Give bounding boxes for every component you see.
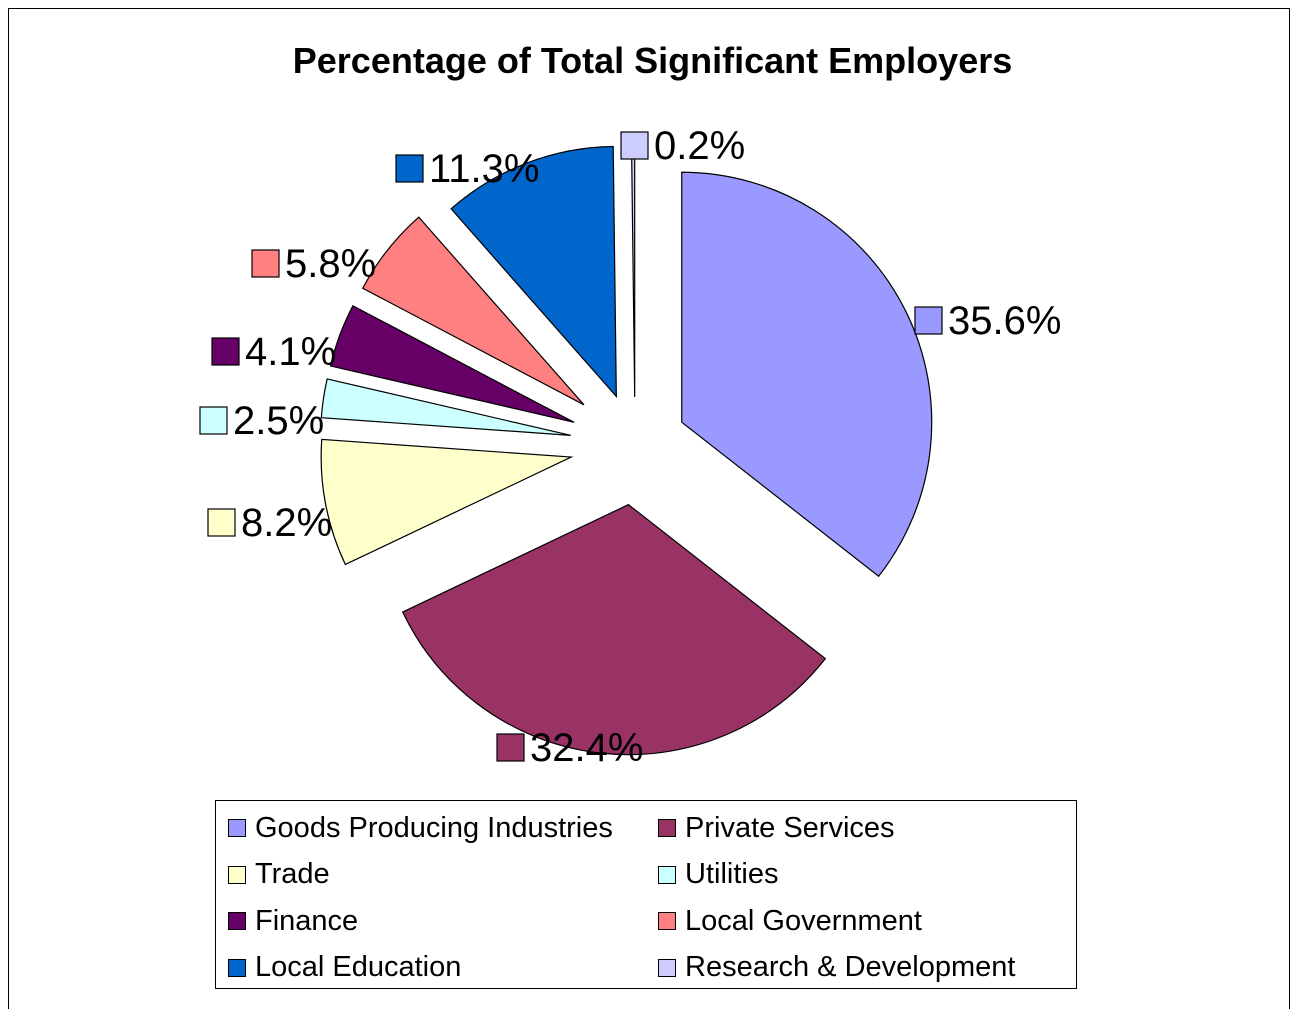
data-label-swatch: [620, 131, 649, 160]
data-label: 8.2%: [241, 501, 332, 545]
legend: Goods Producing Industries Private Servic…: [215, 800, 1077, 989]
legend-swatch: [658, 819, 676, 837]
chart-frame: [8, 8, 1290, 1009]
pie-slice-utilities: [320, 378, 571, 436]
legend-label: Trade: [255, 858, 330, 890]
legend-label: Utilities: [685, 858, 779, 890]
data-label-swatch: [496, 733, 525, 762]
pie-slice-trade: [320, 438, 574, 566]
legend-swatch: [228, 912, 246, 930]
data-label-swatch: [207, 508, 236, 537]
legend-item: Utilities: [658, 858, 778, 892]
data-label: 5.8%: [285, 242, 376, 286]
data-label-swatch: [395, 154, 424, 183]
legend-swatch: [228, 958, 246, 977]
data-label-swatch: [914, 306, 943, 335]
data-label-swatch: [251, 249, 280, 278]
legend-swatch: [228, 819, 246, 837]
legend-item: Research & Development: [658, 951, 1015, 985]
legend-swatch: [228, 865, 246, 884]
pie-slices: [320, 145, 933, 756]
legend-item: Local Education: [228, 951, 461, 985]
legend-label: Local Government: [685, 904, 922, 937]
legend-label: Local Education: [255, 951, 462, 983]
legend-swatch: [658, 912, 676, 930]
pie-slice-local-education: [450, 145, 617, 399]
data-label: 4.1%: [245, 330, 336, 374]
legend-label: Private Services: [685, 811, 895, 844]
legend-swatch: [658, 865, 676, 884]
data-label: 11.3%: [429, 147, 539, 191]
chart-title: Percentage of Total Significant Employer…: [292, 40, 1013, 81]
legend-swatch: [658, 958, 676, 977]
legend-item: Goods Producing Industries: [228, 811, 613, 845]
data-label: 0.2%: [654, 124, 745, 168]
legend-item: Trade: [228, 858, 330, 892]
data-label-swatch: [199, 406, 228, 435]
legend-label: Goods Producing Industries: [255, 811, 613, 844]
legend-item: Local Government: [658, 904, 922, 938]
pie-slice-local-government: [361, 216, 585, 406]
legend-item: Private Services: [658, 811, 895, 845]
pie-slice-finance: [329, 304, 575, 423]
data-label-swatch: [211, 337, 240, 366]
pie-slice-private-services: [401, 503, 827, 756]
data-label: 32.4%: [530, 726, 643, 770]
data-label: 2.5%: [233, 399, 324, 443]
legend-label: Finance: [255, 904, 359, 937]
pie-slice-research-development: [630, 146, 636, 398]
legend-label: Research & Development: [685, 951, 1016, 983]
data-label: 35.6%: [948, 299, 1061, 343]
legend-item: Finance: [228, 904, 358, 938]
pie-slice-goods-producing-industries: [681, 171, 933, 578]
